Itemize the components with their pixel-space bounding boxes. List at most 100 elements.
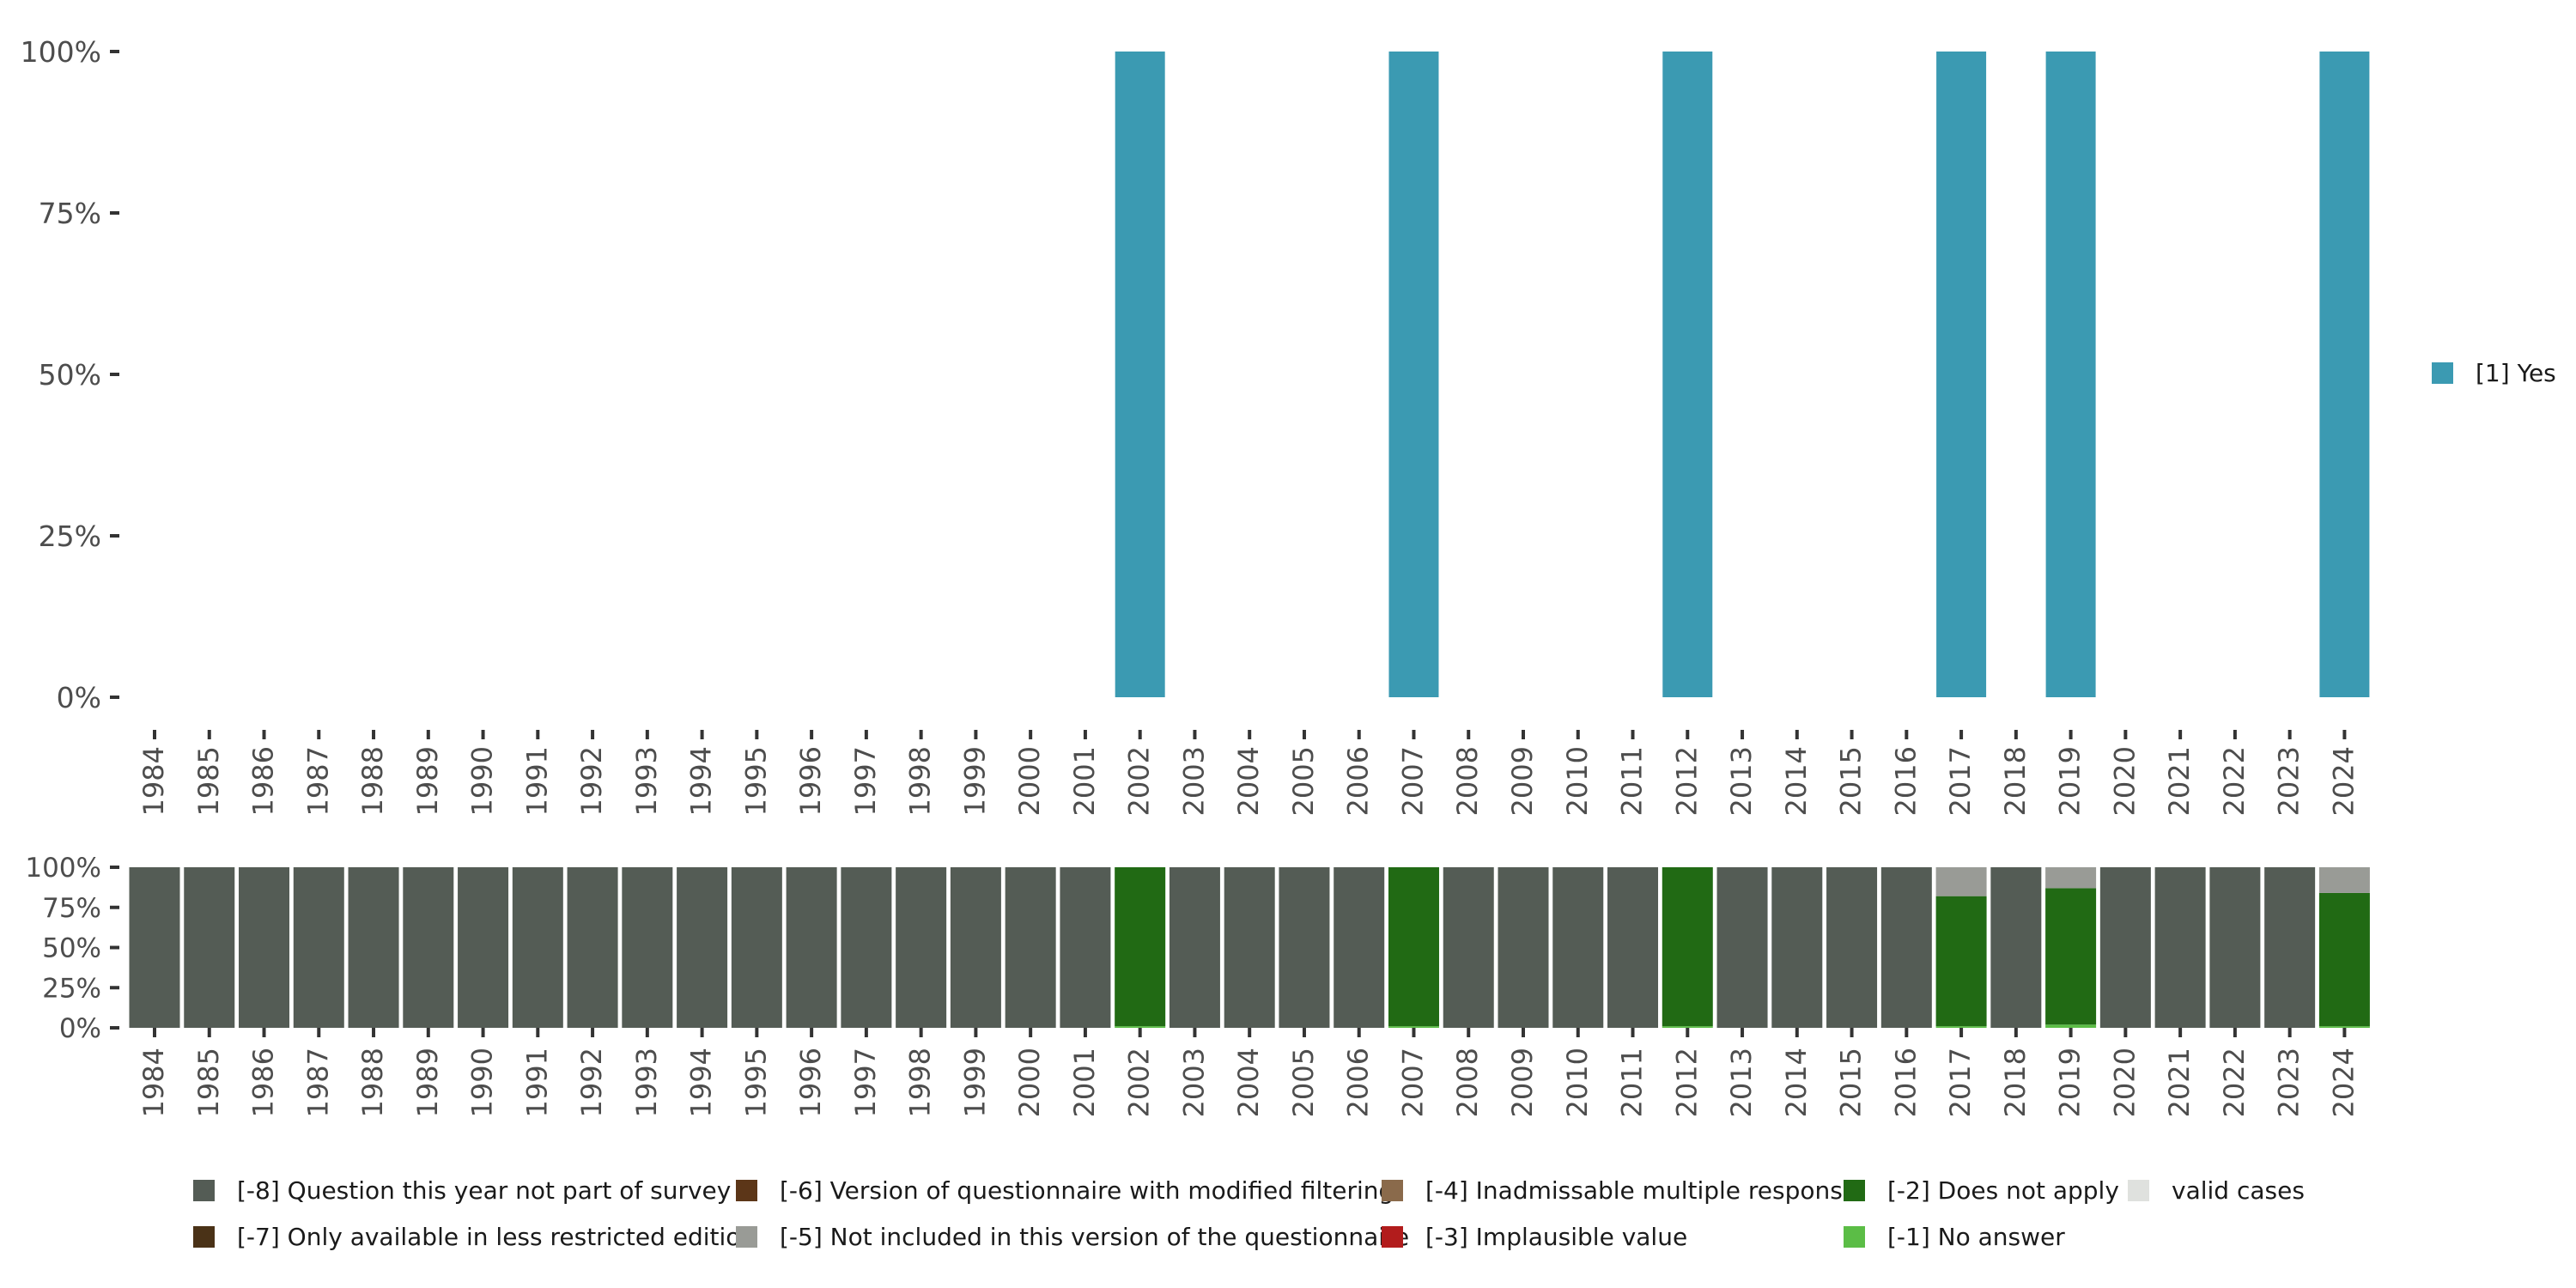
- top-chart-x-tick-label: 2007: [1396, 746, 1429, 816]
- bottom-chart-x-tick-label: 1993: [630, 1048, 663, 1117]
- bottom-chart-bar-1996--8-question-this-year-not-part-of-survey: [786, 867, 837, 1028]
- bottom-chart-bar-2006--8-question-this-year-not-part-of-survey: [1334, 867, 1385, 1028]
- bottom-chart-x-tick-label: 1995: [739, 1048, 772, 1117]
- legend-item-minus1: [-1] No answer: [1844, 1223, 2065, 1251]
- top-chart-y-tick-label: 0%: [57, 681, 101, 714]
- bottom-chart-x-tick-label: 1987: [301, 1048, 334, 1117]
- bottom-chart-bar-2007--1-no-answer: [1388, 1026, 1439, 1028]
- bottom-chart-y-tick-label: 100%: [25, 853, 101, 884]
- bottom-chart-x-tick-label: 2003: [1177, 1048, 1210, 1117]
- bottom-chart-bar-1992--8-question-this-year-not-part-of-survey: [567, 867, 618, 1028]
- bottom-chart-y-tick-label: 0%: [59, 1013, 101, 1044]
- legend-swatch: [1382, 1180, 1403, 1201]
- bottom-chart-x-tick-label: 2022: [2218, 1048, 2251, 1117]
- top-chart-x-tick-label: 2008: [1451, 746, 1484, 816]
- legend-label: [-8] Question this year not part of surv…: [237, 1176, 732, 1205]
- legend-label: [-2] Does not apply: [1887, 1176, 2119, 1205]
- top-chart-x-tick-label: 2019: [2054, 746, 2087, 816]
- bottom-chart-bar-1990--8-question-this-year-not-part-of-survey: [458, 867, 509, 1028]
- bottom-chart-bar-2024--1-no-answer: [2318, 1026, 2370, 1028]
- bottom-chart-x-tick-label: 2012: [1670, 1048, 1703, 1117]
- bottom-chart-x-tick-label: 2011: [1616, 1048, 1649, 1117]
- top-chart-y-tick-label: 25%: [39, 519, 101, 553]
- bottom-chart-bar-2024--2-does-not-apply: [2318, 892, 2370, 1027]
- bottom-chart-x-tick-label: 2008: [1451, 1048, 1484, 1117]
- top-chart-x-tick-label: 2015: [1835, 746, 1868, 816]
- top-chart-bar-2007--1-yes: [1388, 52, 1439, 697]
- bottom-chart-bar-2019--1-no-answer: [2045, 1024, 2097, 1028]
- legend-label-yes: [1] Yes: [2476, 359, 2556, 387]
- bottom-chart-x-tick-label: 2019: [2054, 1048, 2087, 1117]
- legend-item-minus6: [-6] Version of questionnaire with modif…: [736, 1176, 1394, 1205]
- bottom-chart-bar-2023--8-question-this-year-not-part-of-survey: [2264, 867, 2316, 1028]
- legend-item-minus7: [-7] Only available in less restricted e…: [193, 1223, 756, 1251]
- legend-swatch: [193, 1180, 215, 1201]
- bottom-chart-x-tick-label: 1985: [192, 1048, 225, 1117]
- top-chart-bar-2024--1-yes: [2319, 52, 2370, 697]
- bottom-chart-bar-1994--8-question-this-year-not-part-of-survey: [677, 867, 728, 1028]
- top-chart-x-tick-label: 1989: [411, 746, 444, 816]
- top-chart-x-tick-label: 2013: [1725, 746, 1758, 816]
- bottom-chart-x-tick-label: 1999: [958, 1048, 991, 1117]
- bottom-chart-bar-2008--8-question-this-year-not-part-of-survey: [1443, 867, 1494, 1028]
- bottom-chart-bar-2015--8-question-this-year-not-part-of-survey: [1826, 867, 1878, 1028]
- bottom-chart-bar-1998--8-question-this-year-not-part-of-survey: [896, 867, 947, 1028]
- bottom-chart-x-tick-label: 2001: [1068, 1048, 1101, 1117]
- top-chart-x-tick-label: 1992: [575, 746, 608, 816]
- legend-label: [-4] Inadmissable multiple response: [1425, 1176, 1858, 1205]
- top-chart-y-tick-label: 50%: [39, 358, 101, 392]
- top-chart-x-tick-label: 1997: [849, 746, 882, 816]
- top-chart-x-tick-label: 1990: [466, 746, 499, 816]
- top-chart-x-tick-label: 2022: [2218, 746, 2251, 816]
- legend-swatch: [736, 1180, 757, 1201]
- bottom-chart-x-tick-label: 1991: [520, 1048, 553, 1117]
- top-chart-x-tick-label: 2004: [1232, 746, 1265, 816]
- bottom-chart-x-tick-label: 2000: [1013, 1048, 1046, 1117]
- bottom-chart-x-tick-label: 2002: [1123, 1048, 1156, 1117]
- bottom-chart-bar-2010--8-question-this-year-not-part-of-survey: [1552, 867, 1604, 1028]
- bottom-chart-bar-2016--8-question-this-year-not-part-of-survey: [1880, 867, 1932, 1028]
- top-chart-bar-2019--1-yes: [2045, 52, 2096, 697]
- bottom-chart-x-tick-label: 2016: [1889, 1048, 1922, 1117]
- top-chart-y-tick-label: 100%: [21, 35, 101, 69]
- bottom-chart-bar-2002--2-does-not-apply: [1115, 867, 1166, 1027]
- legend-swatch: [1844, 1180, 1865, 1201]
- top-chart-bar-2017--1-yes: [1936, 52, 1987, 697]
- bottom-chart-bar-2012--1-no-answer: [1662, 1026, 1713, 1028]
- bottom-chart-bar-1995--8-question-this-year-not-part-of-survey: [731, 867, 782, 1028]
- bottom-chart-y-tick-label: 50%: [42, 933, 101, 964]
- legend-item-minus5: [-5] Not included in this version of the…: [736, 1223, 1409, 1251]
- top-chart-x-tick-label: 1993: [630, 746, 663, 816]
- top-chart-x-tick-label: 2014: [1780, 746, 1813, 816]
- top-chart-legend: [1] Yes: [2432, 359, 2556, 387]
- bottom-chart-bar-1997--8-question-this-year-not-part-of-survey: [841, 867, 892, 1028]
- top-chart-x-tick-label: 2023: [2273, 746, 2306, 816]
- bottom-chart-bar-2018--8-question-this-year-not-part-of-survey: [1990, 867, 2042, 1028]
- legend-swatch: [736, 1226, 757, 1248]
- bottom-chart-x-tick-label: 2007: [1396, 1048, 1429, 1117]
- bottom-chart-bar-2017--1-no-answer: [1935, 1026, 1987, 1028]
- bottom-chart-x-tick-label: 1986: [247, 1048, 280, 1117]
- bottom-chart-y-tick-label: 25%: [42, 973, 101, 1004]
- bottom-chart-x-tick-label: 2014: [1780, 1048, 1813, 1117]
- top-chart-x-tick-label: 1988: [356, 746, 389, 816]
- bottom-chart-bar-2003--8-question-this-year-not-part-of-survey: [1169, 867, 1220, 1028]
- legend-label: [-3] Implausible value: [1425, 1223, 1688, 1251]
- bottom-chart-bar-2013--8-question-this-year-not-part-of-survey: [1716, 867, 1768, 1028]
- bottom-chart-x-tick-label: 2024: [2327, 1048, 2360, 1117]
- bottom-chart-y-tick-label: 75%: [42, 893, 101, 924]
- bottom-chart-bar-1986--8-question-this-year-not-part-of-survey: [239, 867, 290, 1028]
- top-chart-x-tick-label: 2021: [2163, 746, 2196, 816]
- top-chart-x-tick-label: 1991: [520, 746, 553, 816]
- top-chart-x-tick-label: 2024: [2327, 746, 2360, 816]
- legend-swatch: [1844, 1226, 1865, 1248]
- bottom-chart-bar-2022--8-question-this-year-not-part-of-survey: [2209, 867, 2261, 1028]
- top-chart-y-tick-label: 75%: [39, 197, 101, 230]
- bottom-chart-x-tick-label: 2006: [1342, 1048, 1375, 1117]
- bottom-chart-bar-2001--8-question-this-year-not-part-of-survey: [1060, 867, 1111, 1028]
- bottom-chart-x-tick-label: 2017: [1944, 1048, 1977, 1117]
- top-chart-x-tick-label: 2000: [1013, 746, 1046, 816]
- bottom-chart-bar-2007--2-does-not-apply: [1388, 867, 1439, 1027]
- bottom-chart-bar-2009--8-question-this-year-not-part-of-survey: [1498, 867, 1549, 1028]
